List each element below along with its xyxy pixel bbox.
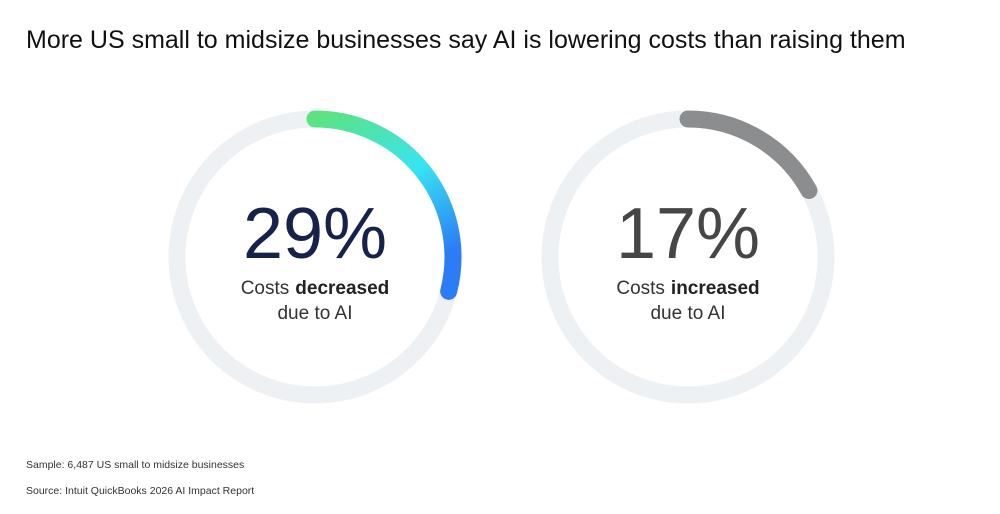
gauge-arc	[679, 110, 818, 200]
category-label: due to AI	[277, 303, 352, 324]
label-bold: decreased	[295, 278, 389, 299]
category-label: Costs increased	[616, 278, 759, 299]
footnote: Sample: 6,487 US small to midsize busine…	[26, 459, 244, 471]
value-label: 17%	[616, 194, 760, 274]
value-label: 29%	[243, 194, 387, 274]
label-bold: increased	[671, 278, 760, 299]
label-part: Costs	[241, 278, 290, 299]
chart-title: More US small to midsize businesses say …	[26, 26, 906, 54]
footnote: Source: Intuit QuickBooks 2026 AI Impact…	[26, 485, 254, 497]
category-label: Costs decreased	[241, 278, 390, 299]
label-part: Costs	[616, 278, 665, 299]
gauge-arc	[306, 110, 462, 300]
category-label: due to AI	[650, 303, 725, 324]
